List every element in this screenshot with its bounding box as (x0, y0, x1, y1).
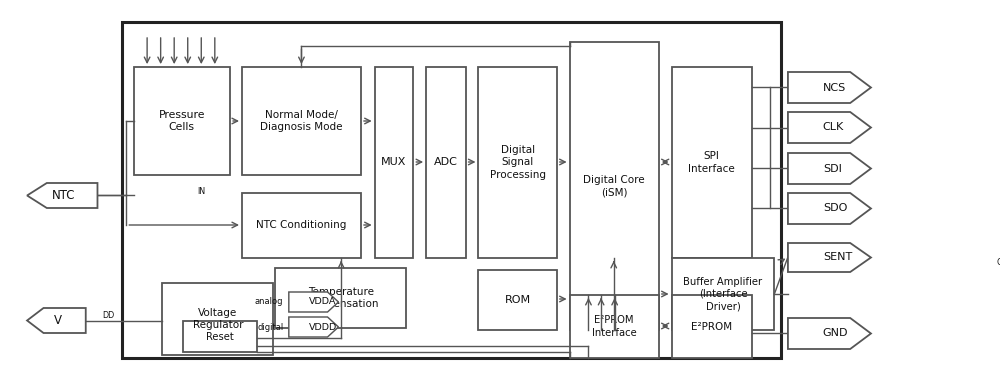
Bar (242, 193, 361, 258)
Polygon shape (27, 308, 86, 333)
Text: ROM: ROM (505, 295, 531, 305)
Text: GND: GND (823, 328, 848, 339)
Bar (478, 270, 557, 330)
Bar (122, 22, 781, 358)
Bar (183, 321, 257, 352)
Polygon shape (788, 193, 871, 224)
Text: ADC: ADC (434, 157, 458, 168)
Text: Voltage
Regulator: Voltage Regulator (193, 308, 243, 330)
Polygon shape (788, 153, 871, 184)
Text: SDO: SDO (823, 204, 847, 214)
Text: NCS: NCS (823, 82, 846, 92)
Bar (672, 295, 752, 358)
Bar (570, 42, 659, 330)
Polygon shape (289, 292, 338, 312)
Bar (570, 295, 659, 358)
Text: CLK: CLK (823, 122, 844, 133)
Bar (375, 67, 413, 258)
Bar (134, 67, 230, 175)
Text: Normal Mode/
Diagnosis Mode: Normal Mode/ Diagnosis Mode (260, 110, 343, 132)
Bar (672, 258, 774, 330)
Text: NTC Conditioning: NTC Conditioning (256, 220, 347, 231)
Bar (275, 268, 406, 328)
Bar (242, 67, 361, 175)
Text: VDDA: VDDA (309, 298, 336, 307)
Polygon shape (788, 112, 871, 143)
Text: digital: digital (257, 323, 283, 331)
Text: analog: analog (255, 298, 283, 307)
Polygon shape (788, 243, 871, 272)
Text: SPI
Interface: SPI Interface (688, 151, 735, 174)
Text: Pressure
Cells: Pressure Cells (159, 110, 205, 132)
Text: NTC: NTC (52, 189, 75, 202)
Bar (162, 283, 273, 355)
Polygon shape (788, 72, 871, 103)
Text: MUX: MUX (381, 157, 407, 168)
Text: Reset: Reset (206, 331, 234, 342)
Text: DD: DD (102, 312, 114, 320)
Text: IN: IN (197, 187, 205, 195)
Text: Digital
Signal
Processing: Digital Signal Processing (490, 145, 546, 180)
Text: Temperature
Compensation: Temperature Compensation (303, 287, 378, 309)
Text: E²PROM: E²PROM (691, 321, 732, 331)
Text: Buffer Amplifier
(Interface
Driver): Buffer Amplifier (Interface Driver) (683, 277, 763, 311)
Text: SDI: SDI (823, 163, 842, 174)
Polygon shape (27, 183, 97, 208)
Bar (672, 67, 752, 258)
Polygon shape (788, 318, 871, 349)
Text: Digital Core
(iSM): Digital Core (iSM) (583, 175, 645, 197)
Polygon shape (289, 317, 338, 337)
Bar (478, 67, 557, 258)
Text: OUT: OUT (996, 258, 1000, 267)
Text: SENT: SENT (823, 252, 852, 263)
Bar (426, 67, 466, 258)
Text: V: V (54, 314, 62, 327)
Text: E²PROM
Interface: E²PROM Interface (592, 315, 637, 338)
Text: VDDD: VDDD (309, 323, 337, 331)
